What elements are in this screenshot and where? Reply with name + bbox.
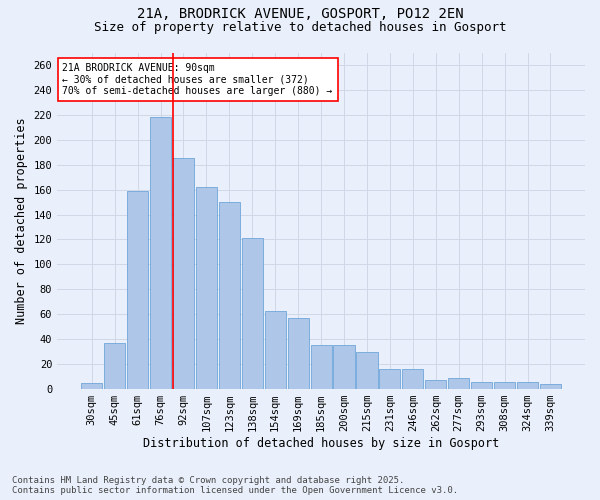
Text: Size of property relative to detached houses in Gosport: Size of property relative to detached ho… <box>94 21 506 34</box>
Bar <box>379 369 400 389</box>
Bar <box>356 352 377 389</box>
Bar <box>517 382 538 389</box>
Bar <box>242 238 263 389</box>
Bar <box>471 382 492 389</box>
Text: 21A, BRODRICK AVENUE, GOSPORT, PO12 2EN: 21A, BRODRICK AVENUE, GOSPORT, PO12 2EN <box>137 8 463 22</box>
Bar <box>425 380 446 389</box>
Bar <box>104 343 125 389</box>
Bar <box>311 346 332 389</box>
Bar <box>173 158 194 389</box>
Text: 21A BRODRICK AVENUE: 90sqm
← 30% of detached houses are smaller (372)
70% of sem: 21A BRODRICK AVENUE: 90sqm ← 30% of deta… <box>62 62 332 96</box>
X-axis label: Distribution of detached houses by size in Gosport: Distribution of detached houses by size … <box>143 437 499 450</box>
Bar <box>127 191 148 389</box>
Bar <box>540 384 561 389</box>
Bar <box>287 318 308 389</box>
Bar <box>81 383 102 389</box>
Bar <box>219 202 240 389</box>
Bar <box>196 187 217 389</box>
Bar <box>334 346 355 389</box>
Bar <box>448 378 469 389</box>
Bar <box>494 382 515 389</box>
Bar <box>402 369 424 389</box>
Y-axis label: Number of detached properties: Number of detached properties <box>15 118 28 324</box>
Text: Contains HM Land Registry data © Crown copyright and database right 2025.
Contai: Contains HM Land Registry data © Crown c… <box>12 476 458 495</box>
Bar <box>265 310 286 389</box>
Bar <box>150 118 171 389</box>
